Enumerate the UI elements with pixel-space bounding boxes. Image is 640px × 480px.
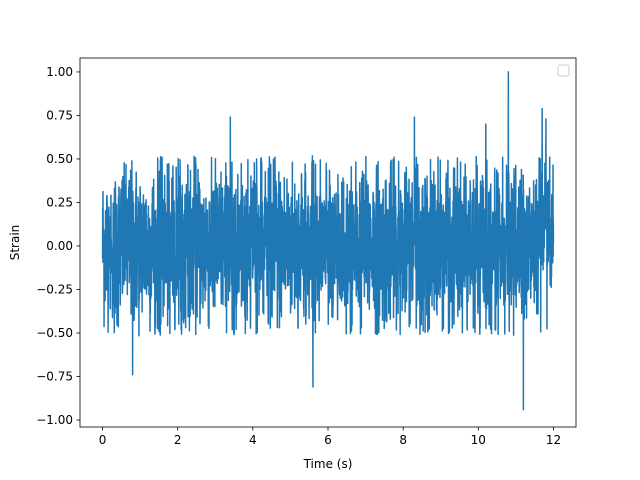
x-tick-label: 6 [324, 433, 332, 447]
series-0-line [101, 71, 555, 411]
legend [557, 64, 570, 77]
x-tick-label: 4 [249, 433, 257, 447]
y-tick-label: 0.25 [46, 195, 73, 209]
y-tick-label: 0.00 [46, 239, 73, 253]
x-axis-ticks: 0 2 4 6 8 10 12 [99, 427, 561, 447]
y-tick-label: 1.00 [46, 65, 73, 79]
x-tick-label: 0 [99, 433, 107, 447]
x-tick-label: 12 [546, 433, 561, 447]
y-tick-label: 0.50 [46, 152, 73, 166]
y-axis-ticks: 1.00 0.75 0.50 0.25 0.00 −0.25 −0.50 −0.75 −1.00 [36, 65, 80, 427]
y-axis-label: Strain [8, 225, 22, 261]
y-tick-label: −0.50 [36, 326, 73, 340]
x-tick-label: 8 [399, 433, 407, 447]
x-axis-label: Time (s) [303, 457, 353, 471]
y-tick-label: −0.75 [36, 370, 73, 384]
y-tick-label: −0.25 [36, 282, 73, 296]
series-layer [101, 71, 555, 411]
x-tick-label: 2 [174, 433, 182, 447]
x-tick-label: 10 [471, 433, 486, 447]
y-tick-label: 0.75 [46, 108, 73, 122]
y-tick-label: −1.00 [36, 413, 73, 427]
